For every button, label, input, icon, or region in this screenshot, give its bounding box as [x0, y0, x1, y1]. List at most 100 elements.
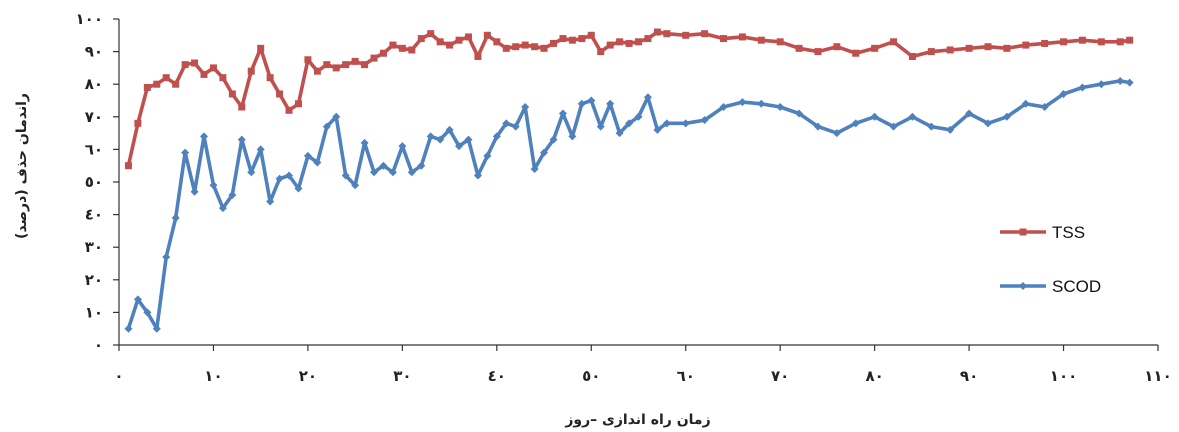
scod-point — [436, 135, 445, 144]
y-tick-label: ٧٠ — [85, 108, 103, 126]
legend-swatch-marker — [1019, 282, 1027, 290]
scod-point — [152, 324, 161, 333]
tss-point — [908, 52, 916, 60]
y-tick-label: ٩٠ — [85, 43, 103, 61]
scod-point — [634, 112, 643, 121]
scod-point — [124, 324, 133, 333]
tss-point — [1097, 38, 1105, 46]
y-axis-title: راندمان حذف (درصد) — [14, 93, 30, 239]
tss-point — [1060, 38, 1068, 46]
scod-point — [445, 125, 454, 134]
y-tick-label: ١٠٠ — [76, 10, 103, 28]
scod-point — [700, 116, 709, 125]
scod-point — [464, 135, 473, 144]
scod-point — [398, 142, 407, 151]
series-layer — [124, 28, 1134, 333]
tss-point — [247, 67, 255, 75]
scod-point — [1021, 99, 1030, 108]
tss-point — [153, 80, 161, 88]
scod-point — [908, 112, 917, 121]
tss-point — [984, 43, 992, 51]
tss-point — [521, 41, 529, 49]
scod-point — [200, 132, 209, 141]
tss-point — [446, 41, 454, 49]
scod-point — [162, 252, 171, 261]
tss-point — [294, 100, 302, 108]
tss-point — [464, 33, 472, 41]
x-axis-title: زمان راه اندازی –روز — [564, 412, 710, 428]
y-tick-label: ٢٠ — [85, 271, 103, 289]
tss-point — [578, 35, 586, 43]
tss-point — [389, 41, 397, 49]
legend: TSS SCOD — [1000, 223, 1101, 296]
tss-point — [606, 41, 614, 49]
scod-point — [473, 171, 482, 180]
tss-point — [181, 61, 189, 69]
x-tick-label: ٣٠ — [393, 367, 411, 385]
tss-point — [238, 103, 246, 111]
tss-point — [531, 43, 539, 51]
scod-point — [190, 187, 199, 196]
tss-point — [890, 38, 898, 46]
y-tick-label: ٣٠ — [85, 238, 103, 256]
scod-point — [209, 181, 218, 190]
scod-series — [124, 76, 1134, 333]
scod-point — [870, 112, 879, 121]
x-tick-label: ١٠ — [204, 367, 222, 385]
y-tick-label: ٦٠ — [85, 140, 103, 158]
scod-point — [351, 181, 360, 190]
scod-point — [549, 135, 558, 144]
tss-point — [342, 61, 350, 69]
scod-point — [370, 168, 379, 177]
tss-point — [417, 35, 425, 43]
x-tick-label: ٢٠ — [299, 367, 317, 385]
x-tick-label: ٦٠ — [677, 367, 695, 385]
tss-point — [1126, 36, 1134, 44]
legend-swatch-marker — [1019, 228, 1027, 236]
tss-point — [379, 49, 387, 57]
x-tick-label: ٥٠ — [582, 367, 600, 385]
tss-point — [361, 61, 369, 69]
scod-point — [795, 109, 804, 118]
scod-line — [126, 79, 1132, 331]
tss-point — [927, 48, 935, 56]
scod-point — [558, 109, 567, 118]
scod-point — [341, 171, 350, 180]
tss-point — [833, 43, 841, 51]
scod-point — [492, 132, 501, 141]
scod-point — [615, 129, 624, 138]
tss-point — [1022, 41, 1030, 49]
y-tick-label: ٨٠ — [85, 75, 103, 93]
scod-point — [133, 295, 142, 304]
y-axis: ٠ ١٠ ٢٠ ٣٠ ٤٠ ٥٠ ٦٠ ٧٠ ٨٠ ٩٠ ١٠٠ — [76, 10, 120, 354]
scod-point — [483, 151, 492, 160]
tss-point — [304, 56, 312, 64]
tss-point — [1003, 44, 1011, 52]
tss-point — [483, 31, 491, 39]
scod-point — [965, 109, 974, 118]
scod-point — [521, 103, 530, 112]
scod-point — [426, 132, 435, 141]
tss-series — [124, 28, 1134, 170]
scod-point — [247, 168, 256, 177]
scod-point — [606, 99, 615, 108]
tss-point — [209, 64, 217, 72]
tss-point — [351, 57, 359, 65]
tss-point — [408, 46, 416, 54]
tss-point — [597, 48, 605, 56]
x-tick-label: ١٠٠ — [1050, 367, 1077, 385]
tss-point — [276, 90, 284, 98]
scod-point — [983, 119, 992, 128]
tss-point — [427, 30, 435, 38]
tss-point — [568, 36, 576, 44]
scod-point — [540, 148, 549, 157]
scod-point — [577, 99, 586, 108]
scod-point — [332, 112, 341, 121]
scod-point — [303, 151, 312, 160]
tss-point — [738, 33, 746, 41]
scod-point — [237, 135, 246, 144]
scod-point — [1078, 83, 1087, 92]
scod-point — [313, 158, 322, 167]
tss-point — [852, 49, 860, 57]
